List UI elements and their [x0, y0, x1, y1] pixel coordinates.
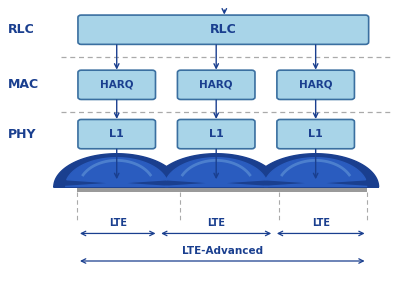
Polygon shape — [65, 158, 168, 186]
FancyBboxPatch shape — [276, 70, 354, 99]
Text: L1: L1 — [307, 129, 322, 139]
FancyBboxPatch shape — [276, 119, 354, 149]
FancyBboxPatch shape — [78, 70, 155, 99]
Text: LTE: LTE — [109, 218, 126, 228]
Text: LTE: LTE — [207, 218, 225, 228]
FancyBboxPatch shape — [78, 15, 368, 44]
Text: RLC: RLC — [8, 23, 35, 36]
Polygon shape — [53, 154, 179, 187]
Polygon shape — [252, 154, 378, 187]
Polygon shape — [164, 158, 267, 186]
Polygon shape — [153, 154, 279, 187]
FancyBboxPatch shape — [78, 119, 155, 149]
Text: MAC: MAC — [8, 79, 39, 91]
Text: PHY: PHY — [8, 128, 36, 141]
Text: HARQ: HARQ — [199, 80, 232, 90]
Text: RLC: RLC — [209, 23, 236, 36]
Text: LTE-Advanced: LTE-Advanced — [181, 246, 262, 256]
Bar — [77, 182, 367, 192]
Text: L1: L1 — [109, 129, 124, 139]
FancyBboxPatch shape — [177, 70, 254, 99]
Polygon shape — [263, 158, 367, 186]
Text: L1: L1 — [208, 129, 223, 139]
Text: LTE: LTE — [311, 218, 329, 228]
Text: HARQ: HARQ — [100, 80, 133, 90]
Text: HARQ: HARQ — [298, 80, 332, 90]
FancyBboxPatch shape — [177, 119, 254, 149]
